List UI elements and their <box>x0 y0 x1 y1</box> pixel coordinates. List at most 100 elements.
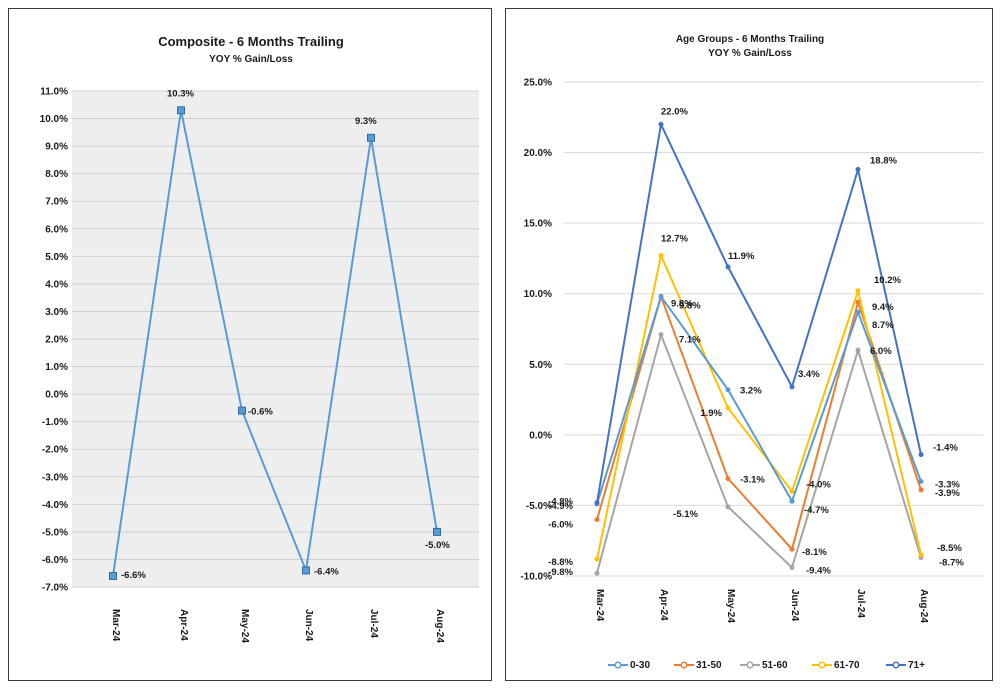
chart-subtitle: YOY % Gain/Loss <box>708 48 792 59</box>
data-label-61-70: -8.8% <box>548 557 573 568</box>
legend-marker-51-60 <box>746 661 754 669</box>
y-tick-label: 6.0% <box>45 224 68 235</box>
data-label-0-30: 3.2% <box>740 386 762 397</box>
legend-marker-61-70 <box>818 661 826 669</box>
data-label-61-70: 12.7% <box>661 234 688 245</box>
x-tick-label: Aug-24 <box>434 609 445 643</box>
composite-chart-panel: Composite - 6 Months Trailing YOY % Gain/… <box>8 8 492 681</box>
data-point-31-50 <box>789 546 795 552</box>
data-label-31-50: -8.1% <box>802 547 827 558</box>
data-point-0-30 <box>658 294 664 300</box>
y-tick-label: -2.0% <box>42 445 68 456</box>
y-tick-label: 7.0% <box>45 197 68 208</box>
data-label-31-50: 9.8% <box>671 299 693 310</box>
x-tick-label: Apr-24 <box>658 589 669 621</box>
data-point-61-70 <box>918 552 924 558</box>
data-point-0-30 <box>855 309 861 315</box>
data-point <box>302 566 310 575</box>
data-label-51-60: -8.7% <box>939 558 964 569</box>
data-label-71+: -1.4% <box>933 443 958 454</box>
chart-title: Age Groups - 6 Months Trailing <box>676 34 824 45</box>
data-label-0-30: -3.3% <box>935 479 960 490</box>
data-point <box>367 133 375 142</box>
y-tick-label: 9.0% <box>45 142 68 153</box>
data-label-0-30: -4.9% <box>548 501 573 512</box>
data-point <box>238 406 246 415</box>
composite-series-line <box>112 110 438 577</box>
legend-label-31-50: 31-50 <box>696 660 722 671</box>
series-line-0-30 <box>596 294 922 505</box>
data-point <box>177 106 185 115</box>
data-label: -6.4% <box>314 566 339 577</box>
y-tick-label: -5.0% <box>526 501 552 512</box>
y-tick-label: 10.0% <box>524 289 552 300</box>
series-line-71+ <box>596 121 922 503</box>
y-tick-label: 8.0% <box>45 169 68 180</box>
data-label-71+: -4.8% <box>548 497 573 508</box>
x-tick-label: Jul-24 <box>368 609 379 638</box>
series-line-51-60 <box>596 331 922 574</box>
data-label-51-60: -5.1% <box>673 509 698 520</box>
legend-label-71+: 71+ <box>908 660 925 671</box>
x-tick-label: Aug-24 <box>918 589 929 623</box>
data-label-71+: 11.9% <box>728 251 755 262</box>
data-point-31-50 <box>594 517 600 523</box>
data-point-71+ <box>658 121 664 127</box>
y-tick-label: -4.0% <box>42 500 68 511</box>
data-point-0-30 <box>725 387 731 393</box>
data-label: -6.6% <box>121 570 146 581</box>
data-point-71+ <box>594 500 600 506</box>
data-point-31-50 <box>918 487 924 493</box>
data-point-71+ <box>918 452 924 458</box>
data-point-61-70 <box>789 488 795 494</box>
chart-title: Composite - 6 Months Trailing <box>158 34 344 49</box>
data-label-0-30: 8.7% <box>872 320 894 331</box>
y-tick-label: 4.0% <box>45 279 68 290</box>
data-point-61-70 <box>658 253 664 259</box>
y-tick-label: 10.0% <box>40 114 68 125</box>
series-line-61-70 <box>596 252 922 560</box>
y-tick-label: 25.0% <box>524 78 552 89</box>
data-label-0-30: 9.8% <box>679 301 701 312</box>
legend-label-0-30: 0-30 <box>630 660 650 671</box>
data-label-71+: 22.0% <box>661 106 688 117</box>
legend-label-51-60: 51-60 <box>762 660 788 671</box>
data-label-51-60: 7.1% <box>679 335 701 346</box>
data-label-51-60: -9.8% <box>548 567 573 578</box>
legend-label-61-70: 61-70 <box>834 660 860 671</box>
y-tick-label: 5.0% <box>529 360 552 371</box>
y-tick-label: 11.0% <box>40 87 68 98</box>
data-point-51-60 <box>594 570 600 576</box>
y-tick-label: 3.0% <box>45 307 68 318</box>
legend-marker-0-30 <box>614 661 622 669</box>
data-point-51-60 <box>725 504 731 510</box>
chart-subtitle: YOY % Gain/Loss <box>209 54 293 65</box>
data-point-61-70 <box>855 288 861 294</box>
data-label-51-60: 6.0% <box>870 346 892 357</box>
data-label-61-70: -8.5% <box>937 543 962 554</box>
x-tick-label: May-24 <box>239 609 250 643</box>
data-point-0-30 <box>918 478 924 484</box>
data-label: -5.0% <box>425 540 450 551</box>
y-tick-label: 1.0% <box>45 362 68 373</box>
y-tick-label: 2.0% <box>45 335 68 346</box>
y-tick-label: 15.0% <box>524 219 552 230</box>
data-label-71+: 3.4% <box>798 369 820 380</box>
data-label-61-70: 1.9% <box>700 408 722 419</box>
data-point-51-60 <box>658 332 664 338</box>
y-tick-label: -6.0% <box>42 555 68 566</box>
y-tick-label: -10.0% <box>520 572 552 583</box>
y-tick-label: 0.0% <box>529 430 552 441</box>
data-label-31-50: 9.4% <box>872 302 894 313</box>
y-tick-label: -3.0% <box>42 472 68 483</box>
data-point-71+ <box>725 264 731 270</box>
legend-marker-31-50 <box>680 661 688 669</box>
y-tick-label: 20.0% <box>524 148 552 159</box>
y-tick-label: -7.0% <box>42 583 68 594</box>
x-tick-label: Apr-24 <box>178 609 189 641</box>
data-label-31-50: -6.0% <box>548 520 573 531</box>
x-tick-label: Jun-24 <box>303 609 314 642</box>
data-label-61-70: -4.0% <box>806 479 831 490</box>
data-label-71+: 18.8% <box>870 156 897 167</box>
composite-chart: Composite - 6 Months Trailing YOY % Gain/… <box>40 34 479 643</box>
